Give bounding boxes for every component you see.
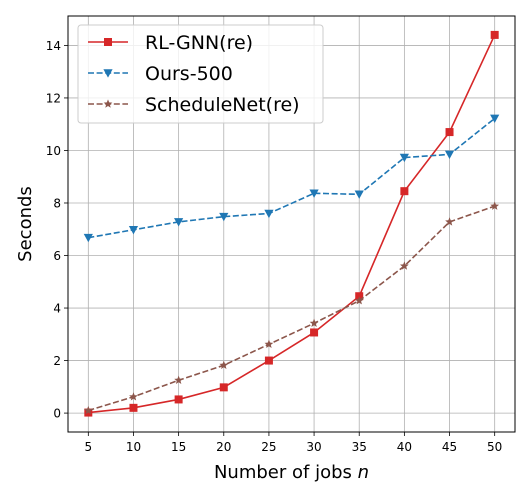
data-point	[219, 212, 229, 222]
data-point	[310, 328, 319, 337]
data-point	[445, 128, 454, 137]
data-point	[490, 114, 500, 124]
plot-frame	[67, 15, 516, 433]
x-tick-label: 45	[442, 440, 457, 454]
data-point	[490, 201, 500, 210]
data-point	[445, 217, 454, 226]
data-point	[400, 187, 409, 196]
data-point	[128, 225, 139, 235]
y-tick-label: 12	[46, 91, 61, 105]
x-tick-label: 5	[84, 440, 92, 454]
x-tick-label: 35	[352, 440, 367, 454]
legend-marker	[104, 38, 112, 46]
y-tick-label: 10	[46, 144, 61, 158]
legend-box	[77, 24, 324, 124]
x-tick-label: 40	[397, 440, 412, 454]
series-line	[88, 205, 495, 412]
data-point	[219, 383, 228, 392]
data-point	[174, 395, 183, 404]
y-axis-ticks: 0 2 4 6 8 10 12 14	[46, 39, 68, 421]
data-point	[309, 318, 319, 327]
legend-marker	[103, 99, 113, 108]
data-point	[129, 403, 138, 412]
x-tick-label: 20	[216, 440, 231, 454]
data-point	[309, 189, 319, 198]
data-point	[264, 209, 274, 219]
legend-label: Ours-500	[145, 63, 233, 85]
series-layer	[83, 30, 500, 417]
legend-item: RL-GNN(re)	[88, 32, 253, 54]
data-point	[444, 150, 455, 160]
legend-item: ScheduleNet(re)	[88, 94, 300, 116]
y-axis-label: Seconds	[15, 186, 36, 262]
data-point	[399, 153, 409, 163]
x-tick-label: 25	[261, 440, 276, 454]
legend: RL-GNN(re) Ours-500 ScheduleNet(re)	[77, 24, 324, 124]
y-tick-label: 14	[46, 39, 61, 53]
data-point	[174, 375, 183, 384]
legend-label: ScheduleNet(re)	[145, 94, 300, 116]
data-point	[83, 405, 93, 415]
series-line	[88, 34, 496, 414]
series-ours-500	[83, 114, 500, 243]
data-point	[400, 261, 409, 270]
data-point	[84, 408, 93, 417]
y-tick-label: 4	[53, 302, 61, 316]
data-point	[83, 233, 93, 243]
x-tick-label: 15	[171, 440, 186, 454]
x-axis-ticks: 5 10 15 20 25 30 35 40 45 50	[84, 432, 502, 454]
data-point	[354, 296, 364, 305]
x-tick-label: 50	[487, 440, 502, 454]
data-point	[129, 392, 138, 401]
data-point	[264, 339, 274, 348]
y-tick-label: 0	[53, 407, 61, 421]
data-point	[490, 30, 499, 39]
data-point	[174, 218, 184, 227]
data-point	[219, 360, 229, 370]
x-tick-label: 10	[126, 440, 141, 454]
legend-label: RL-GNN(re)	[145, 32, 253, 54]
data-point	[354, 190, 364, 199]
y-tick-label: 6	[53, 249, 61, 263]
y-tick-label: 2	[53, 354, 61, 368]
legend-item: Ours-500	[88, 63, 233, 85]
series-line	[88, 117, 496, 239]
x-axis-label-variable: n	[358, 462, 369, 483]
data-point	[264, 356, 273, 365]
legend-marker	[103, 69, 113, 78]
series-schedulenet-re	[83, 201, 500, 415]
x-axis-label: Number of jobs n	[214, 462, 369, 483]
x-axis-label-text: Number of jobs	[214, 462, 358, 483]
y-tick-label: 8	[53, 196, 61, 210]
x-tick-label: 30	[306, 440, 321, 454]
